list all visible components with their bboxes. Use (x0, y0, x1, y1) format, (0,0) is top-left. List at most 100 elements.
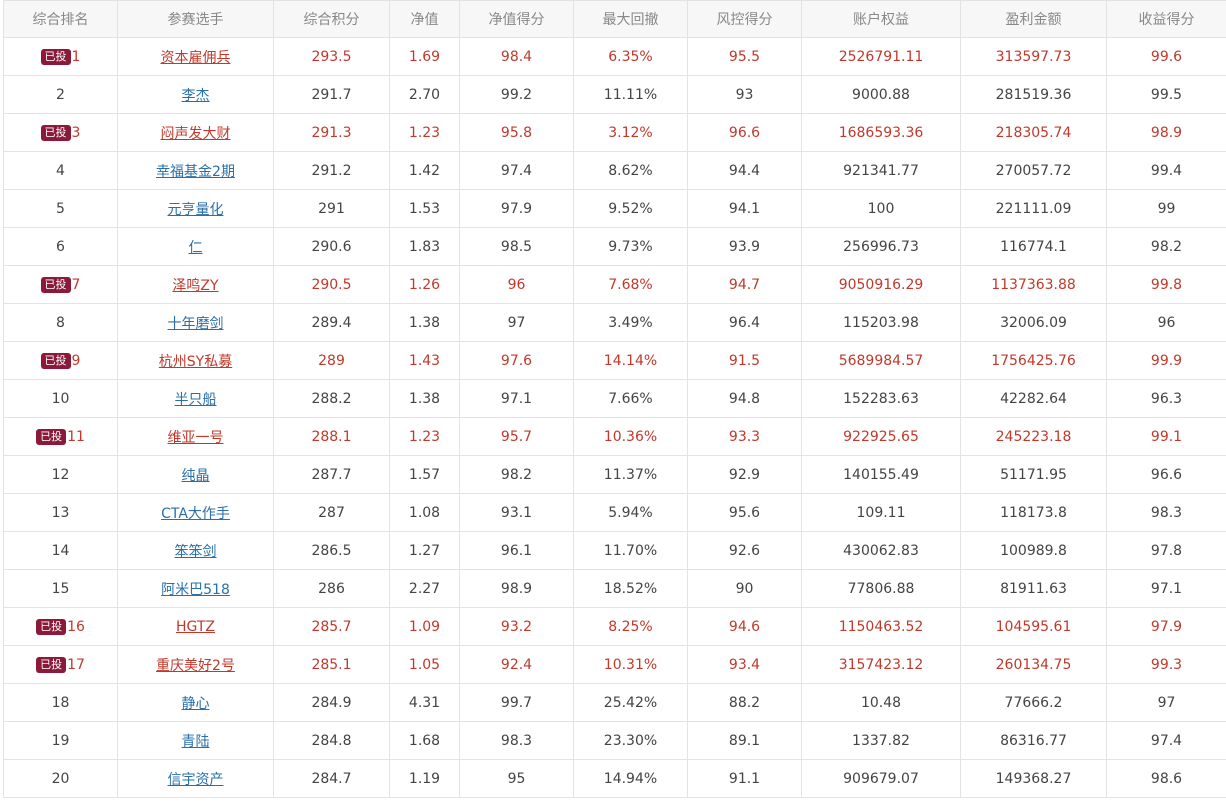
profit-cell: 1756425.76 (960, 341, 1107, 380)
nav-cell: 1.68 (389, 721, 460, 760)
participant-cell: 信宇资产 (117, 759, 274, 798)
participant-link[interactable]: 青陆 (181, 733, 210, 750)
header-return-score[interactable]: 收益得分 (1106, 0, 1226, 38)
participant-link[interactable]: 纯晶 (181, 467, 210, 484)
total-score-cell: 287.7 (273, 455, 390, 494)
header-account-equity[interactable]: 账户权益 (801, 0, 961, 38)
header-max-drawdown[interactable]: 最大回撤 (573, 0, 688, 38)
participant-link[interactable]: 元亨量化 (167, 201, 224, 218)
nav-score-cell: 98.5 (459, 227, 574, 266)
total-score-cell: 285.7 (273, 607, 390, 646)
nav-cell: 1.43 (389, 341, 460, 380)
table-row: 已投 1 资本雇佣兵 293.5 1.69 98.4 6.35% 95.5 2526791.11… (3, 37, 1226, 76)
max-drawdown-cell: 8.62% (573, 151, 688, 190)
return-score-cell: 97.4 (1106, 721, 1226, 760)
participant-cell: 泽鸣ZY (117, 265, 274, 304)
risk-score-cell: 94.1 (687, 189, 802, 228)
table-row: 14 笨笨剑 286.5 1.27 96.1 11.70% 92.6 430062.83 100… (3, 531, 1226, 570)
account-equity-cell: 152283.63 (801, 379, 961, 418)
total-score-cell: 291.7 (273, 75, 390, 114)
max-drawdown-cell: 10.36% (573, 417, 688, 456)
participant-link[interactable]: 幸福基金2期 (156, 163, 235, 180)
nav-score-cell: 98.3 (459, 721, 574, 760)
participant-link[interactable]: 泽鸣ZY (172, 277, 219, 294)
rank-number: 16 (67, 618, 85, 635)
total-score-cell: 291.2 (273, 151, 390, 190)
rank-cell: 13 (3, 493, 118, 532)
participant-link[interactable]: 静心 (181, 695, 210, 712)
participant-link[interactable]: 李杰 (181, 87, 210, 104)
account-equity-cell: 77806.88 (801, 569, 961, 608)
rank-number: 20 (51, 770, 70, 787)
rank-cell: 19 (3, 721, 118, 760)
account-equity-cell: 1337.82 (801, 721, 961, 760)
rank-cell: 已投 1 (3, 37, 118, 76)
participant-link[interactable]: 维亚一号 (167, 429, 224, 446)
participant-link[interactable]: 重庆美好2号 (156, 657, 235, 674)
max-drawdown-cell: 23.30% (573, 721, 688, 760)
participant-cell: HGTZ (117, 607, 274, 646)
account-equity-cell: 9050916.29 (801, 265, 961, 304)
nav-cell: 1.38 (389, 303, 460, 342)
profit-cell: 221111.09 (960, 189, 1107, 228)
header-profit[interactable]: 盈利金额 (960, 0, 1107, 38)
nav-cell: 1.57 (389, 455, 460, 494)
participant-link[interactable]: 闷声发大财 (160, 125, 231, 142)
participant-link[interactable]: 信宇资产 (167, 771, 224, 788)
header-nav[interactable]: 净值 (389, 0, 460, 38)
total-score-cell: 284.7 (273, 759, 390, 798)
participant-link[interactable]: 杭州SY私募 (158, 353, 233, 370)
profit-cell: 218305.74 (960, 113, 1107, 152)
header-participant[interactable]: 参赛选手 (117, 0, 274, 38)
max-drawdown-cell: 9.73% (573, 227, 688, 266)
return-score-cell: 98.9 (1106, 113, 1226, 152)
participant-link[interactable]: 资本雇佣兵 (160, 49, 231, 66)
total-score-cell: 287 (273, 493, 390, 532)
participant-link[interactable]: 阿米巴518 (161, 581, 230, 598)
participant-link[interactable]: 仁 (188, 239, 203, 256)
nav-score-cell: 93.2 (459, 607, 574, 646)
account-equity-cell: 921341.77 (801, 151, 961, 190)
participant-link[interactable]: HGTZ (175, 618, 216, 635)
profit-cell: 100989.8 (960, 531, 1107, 570)
account-equity-cell: 5689984.57 (801, 341, 961, 380)
nav-score-cell: 95 (459, 759, 574, 798)
table-row: 6 仁 290.6 1.83 98.5 9.73% 93.9 256996.73 116774.… (3, 227, 1226, 266)
max-drawdown-cell: 10.31% (573, 645, 688, 684)
profit-cell: 32006.09 (960, 303, 1107, 342)
participant-cell: 青陆 (117, 721, 274, 760)
participant-link[interactable]: 笨笨剑 (174, 543, 217, 560)
nav-score-cell: 97.6 (459, 341, 574, 380)
participant-cell: 维亚一号 (117, 417, 274, 456)
header-risk-score[interactable]: 风控得分 (687, 0, 802, 38)
header-total-score[interactable]: 综合积分 (273, 0, 390, 38)
rank-number: 19 (51, 732, 70, 749)
participant-link[interactable]: CTA大作手 (161, 505, 230, 522)
rank-cell: 已投 11 (3, 417, 118, 456)
nav-cell: 1.08 (389, 493, 460, 532)
profit-cell: 81911.63 (960, 569, 1107, 608)
nav-cell: 1.38 (389, 379, 460, 418)
profit-cell: 149368.27 (960, 759, 1107, 798)
participant-cell: 杭州SY私募 (117, 341, 274, 380)
header-rank[interactable]: 综合排名 (3, 0, 118, 38)
table-body: 已投 1 资本雇佣兵 293.5 1.69 98.4 6.35% 95.5 2526791.11… (3, 37, 1226, 798)
nav-cell: 1.53 (389, 189, 460, 228)
risk-score-cell: 96.6 (687, 113, 802, 152)
participant-link[interactable]: 十年磨剑 (167, 315, 224, 332)
participant-cell: 资本雇佣兵 (117, 37, 274, 76)
profit-cell: 270057.72 (960, 151, 1107, 190)
rank-number: 4 (56, 162, 65, 179)
rank-cell: 12 (3, 455, 118, 494)
return-score-cell: 96.3 (1106, 379, 1226, 418)
risk-score-cell: 90 (687, 569, 802, 608)
max-drawdown-cell: 9.52% (573, 189, 688, 228)
nav-score-cell: 95.8 (459, 113, 574, 152)
rank-number: 3 (71, 124, 81, 141)
participant-link[interactable]: 半只船 (174, 391, 217, 408)
rank-cell: 2 (3, 75, 118, 114)
header-nav-score[interactable]: 净值得分 (459, 0, 574, 38)
nav-cell: 4.31 (389, 683, 460, 722)
nav-cell: 1.42 (389, 151, 460, 190)
risk-score-cell: 94.6 (687, 607, 802, 646)
